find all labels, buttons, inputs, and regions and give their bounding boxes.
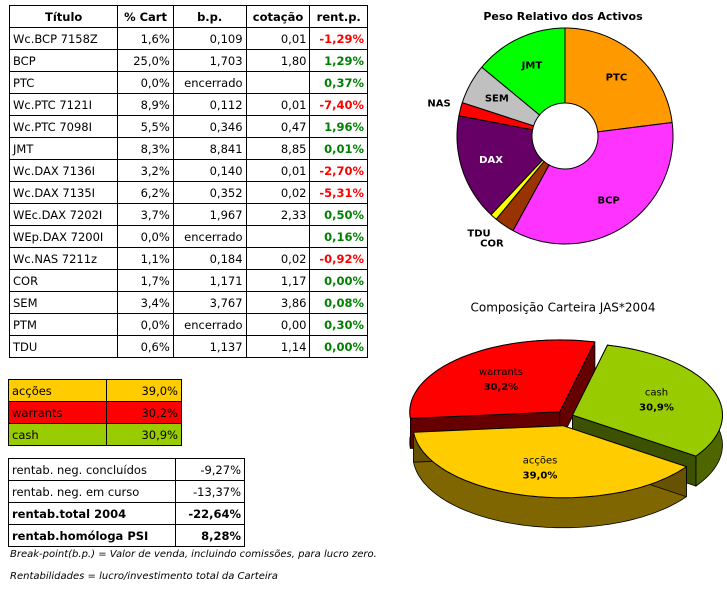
cell: 0,37% — [309, 71, 368, 94]
note: Rentabilidades = lucro/investimento tota… — [10, 571, 278, 582]
cell: PTC — [8, 71, 119, 94]
cell: Wc.NAS 7211z — [8, 247, 119, 270]
cell: 0,184 — [172, 247, 247, 270]
cell: 1,7% — [117, 269, 174, 292]
cell: Wc.BCP 7158Z — [8, 27, 119, 50]
cell: TDU — [8, 335, 119, 358]
table-row: BCP 25,0% 1,703 1,80 1,29% — [8, 49, 368, 72]
table-row: cash 30,9% — [7, 423, 182, 446]
slice-label: warrants — [479, 367, 523, 378]
cell: 0,140 — [172, 159, 247, 182]
cell: 8,28% — [174, 524, 246, 547]
slice-label: acções — [523, 456, 558, 467]
cell: 1,29% — [309, 49, 368, 72]
cell: 1,171 — [172, 269, 247, 292]
cell: 5,5% — [117, 115, 174, 138]
cell: 1,80 — [245, 49, 311, 72]
table-row: PTM 0,0% encerrado 0,00 0,30% — [8, 313, 368, 336]
table-row: rentab. neg. em curso -13,37% — [8, 480, 246, 503]
pie-slice — [571, 344, 724, 457]
donut-slice — [481, 27, 566, 116]
cell: 8,9% — [117, 93, 174, 116]
cell: -7,40% — [309, 93, 368, 116]
positions-table: Título% Cart b.p. cotação rent.p. Wc.BCP 715… — [8, 5, 368, 358]
cell: JMT — [8, 137, 119, 160]
cell: 0,6% — [117, 335, 174, 358]
cell: 1,14 — [245, 335, 311, 358]
cell: 0,0% — [117, 225, 174, 248]
cell: rentab. neg. em curso — [8, 480, 176, 503]
allocation-table: acções 39,0% warrants 30,2% cash 30,9% — [7, 379, 182, 446]
cell: 0,16% — [309, 225, 368, 248]
table-row: PTC 0,0% encerrado 0,37% — [8, 71, 368, 94]
cell: 30,9% — [106, 423, 182, 446]
cell: rentab.homóloga PSI — [8, 524, 176, 547]
cell: 3,767 — [172, 291, 247, 314]
cell: -2,70% — [309, 159, 368, 182]
cell: 3,2% — [117, 159, 174, 182]
column-header: rent.p. — [309, 5, 368, 28]
table-row: rentab.homóloga PSI 8,28% — [8, 524, 246, 547]
cell: 0,346 — [172, 115, 247, 138]
table-row: SEM 3,4% 3,767 3,86 0,08% — [8, 291, 368, 314]
slice-label: JMT — [521, 61, 543, 72]
cell: 0,0% — [117, 71, 174, 94]
cell: 1,1% — [117, 247, 174, 270]
cell: Wc.PTC 7121I — [8, 93, 119, 116]
cell: SEM — [8, 291, 119, 314]
table-row: Wc.PTC 7098I 5,5% 0,346 0,47 1,96% — [8, 115, 368, 138]
cell: 0,01% — [309, 137, 368, 160]
table-row: TDU 0,6% 1,137 1,14 0,00% — [8, 335, 368, 358]
slice-label: COR — [480, 239, 504, 250]
table-row: WEc.DAX 7202I 3,7% 1,967 2,33 0,50% — [8, 203, 368, 226]
table-row: Wc.PTC 7121I 8,9% 0,112 0,01 -7,40% — [8, 93, 368, 116]
cell: 1,137 — [172, 335, 247, 358]
table-row: Wc.DAX 7136I 3,2% 0,140 0,01 -2,70% — [8, 159, 368, 182]
cell: 1,703 — [172, 49, 247, 72]
slice-label: BCP — [598, 195, 620, 206]
slice-label: TDU — [467, 229, 490, 240]
cell: 3,86 — [245, 291, 311, 314]
slice-label: cash — [645, 388, 668, 399]
cell: encerrado — [172, 71, 247, 94]
cell: 0,112 — [172, 93, 247, 116]
cell: 30,2% — [106, 401, 182, 424]
chart-title: Peso Relativo dos Activos — [483, 10, 643, 23]
cell: 0,02 — [245, 181, 311, 204]
returns-table: rentab. neg. concluídos -9,27% rentab. neg… — [8, 458, 246, 547]
table-row: Wc.BCP 7158Z 1,6% 0,109 0,01 -1,29% — [8, 27, 368, 50]
pie-slice — [409, 339, 596, 419]
slice-value-label: 30,9% — [639, 403, 674, 414]
cell: 0,0% — [117, 313, 174, 336]
slice-value-label: 30,2% — [484, 382, 519, 393]
cell: 1,967 — [172, 203, 247, 226]
slice-label: PTC — [606, 73, 628, 84]
cell: 0,00% — [309, 335, 368, 358]
slice-label: SEM — [485, 94, 509, 105]
header-row: Título% Cart b.p. cotação rent.p. — [8, 5, 368, 28]
slice-label: DAX — [479, 155, 503, 166]
note: Break-point(b.p.) = Valor de venda, incl… — [10, 549, 377, 560]
slice-label: NAS — [427, 99, 450, 110]
chart-title: Composição Carteira JAS*2004 — [471, 301, 656, 315]
cell: cash — [7, 423, 108, 446]
cell: -1,29% — [309, 27, 368, 50]
pie-slice — [413, 425, 688, 499]
cell: 0,01 — [245, 27, 311, 50]
slice-value-label: 39,0% — [523, 471, 558, 482]
